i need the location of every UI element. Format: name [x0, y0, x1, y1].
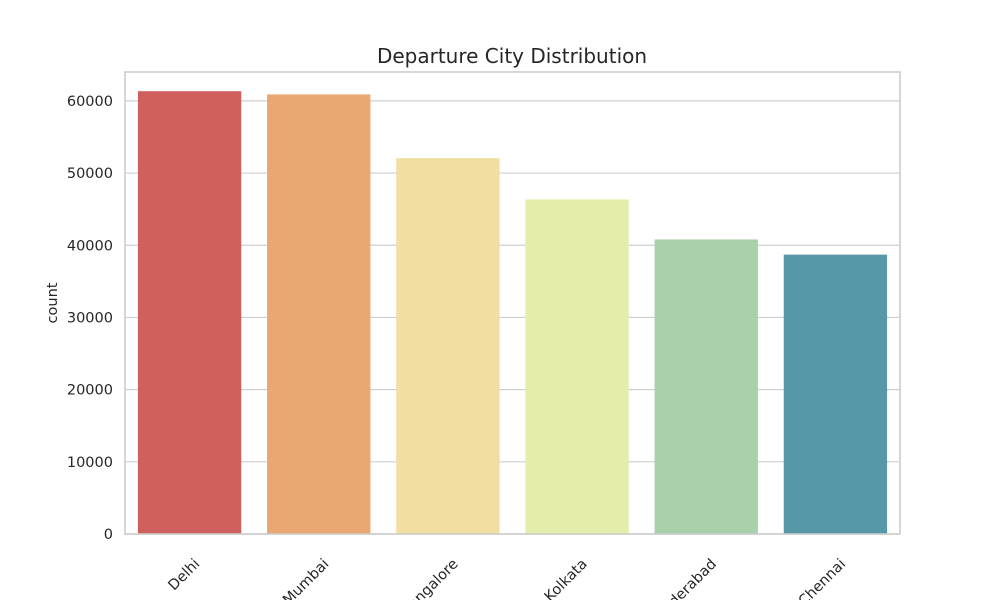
x-tick-label: Mumbai: [280, 556, 332, 600]
bar-hyderabad: [654, 239, 758, 534]
chart-title: Departure City Distribution: [377, 44, 647, 68]
x-tick-label: Kolkata: [542, 556, 591, 600]
y-tick-label: 0: [104, 527, 113, 543]
x-tick-label: Bangalore: [398, 556, 461, 600]
x-tick-labels: Delhi Mumbai Bangalore Kolkata Hyderabad Chen…: [166, 556, 850, 600]
bars: [137, 91, 888, 535]
grid-lines: [125, 100, 900, 535]
x-tick-label: Delhi: [166, 556, 204, 594]
y-tick-label: 10000: [67, 455, 113, 471]
y-tick-label: 20000: [67, 383, 113, 399]
y-tick-label: 40000: [67, 238, 113, 254]
y-tick-label: 30000: [67, 310, 113, 326]
bar-kolkata: [525, 199, 629, 534]
y-tick-labels: 0 10000 20000 30000 40000 50000 60000: [67, 94, 113, 543]
bar-mumbai: [267, 94, 371, 535]
bar-delhi: [137, 91, 242, 534]
y-axis-label: count: [45, 282, 61, 323]
y-tick-label: 60000: [67, 94, 113, 110]
plot-frame: [124, 71, 901, 535]
x-tick-label: Chennai: [796, 556, 849, 600]
x-tick-label: Hyderabad: [652, 556, 720, 600]
bar-bangalore: [396, 158, 500, 534]
bar-chennai: [783, 254, 888, 534]
y-tick-label: 50000: [67, 166, 113, 182]
